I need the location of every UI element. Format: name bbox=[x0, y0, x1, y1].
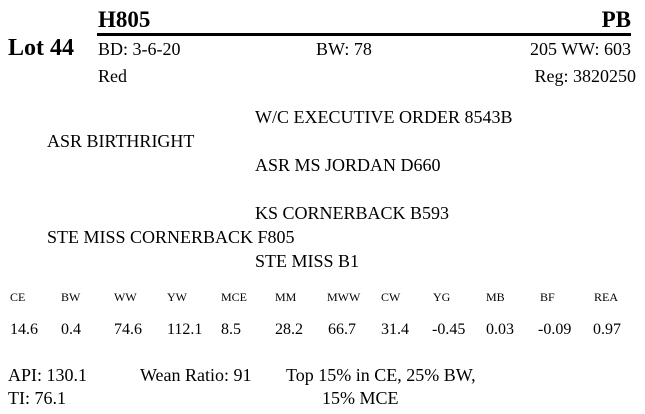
sire: ASR BIRTHRIGHT bbox=[47, 131, 195, 151]
epd-value: 0.4 bbox=[61, 321, 81, 338]
ti-index: TI: 76.1 bbox=[8, 388, 66, 408]
epd-header: YG bbox=[433, 290, 451, 304]
epd-value: 8.5 bbox=[221, 321, 241, 338]
sire-dam: ASR MS JORDAN D660 bbox=[255, 155, 441, 175]
weaning-weight: 205 WW: 603 bbox=[530, 39, 631, 59]
epd-header: MB bbox=[486, 290, 505, 304]
top-percentile-line-2: 15% MCE bbox=[322, 388, 399, 408]
sire-sire: W/C EXECUTIVE ORDER 8543B bbox=[255, 107, 513, 127]
dam: STE MISS CORNERBACK F805 bbox=[47, 227, 295, 247]
epd-header: MM bbox=[275, 290, 297, 304]
epd-value: 0.97 bbox=[593, 321, 621, 338]
epd-value: 112.1 bbox=[167, 321, 203, 338]
epd-value: -0.45 bbox=[432, 321, 466, 338]
epd-value: 0.03 bbox=[486, 321, 514, 338]
epd-value: 66.7 bbox=[328, 321, 356, 338]
epd-value: 14.6 bbox=[10, 321, 38, 338]
wean-ratio: Wean Ratio: 91 bbox=[140, 365, 252, 385]
dam-dam: STE MISS B1 bbox=[255, 251, 360, 271]
epd-header: MCE bbox=[221, 290, 248, 304]
epd-header: MWW bbox=[327, 290, 361, 304]
birth-weight: BW: 78 bbox=[316, 39, 372, 59]
lot-number: Lot 44 bbox=[8, 35, 74, 61]
header-rule bbox=[97, 33, 631, 36]
breed-code: PB bbox=[601, 7, 631, 32]
top-percentile-line-1: Top 15% in CE, 25% BW, bbox=[286, 365, 476, 385]
epd-value: -0.09 bbox=[538, 321, 572, 338]
epd-header: YW bbox=[167, 290, 187, 304]
epd-header: BW bbox=[61, 290, 81, 304]
api-index: API: 130.1 bbox=[8, 365, 88, 385]
animal-color: Red bbox=[98, 66, 127, 86]
epd-header: BF bbox=[540, 290, 555, 304]
epd-header: CW bbox=[381, 290, 401, 304]
birth-date: BD: 3-6-20 bbox=[98, 39, 181, 59]
epd-header: WW bbox=[114, 290, 137, 304]
animal-tag: H805 bbox=[98, 7, 151, 32]
epd-value: 28.2 bbox=[275, 321, 303, 338]
dam-sire: KS CORNERBACK B593 bbox=[255, 203, 450, 223]
epd-header: REA bbox=[594, 290, 618, 304]
epd-header: CE bbox=[10, 290, 26, 304]
epd-value: 74.6 bbox=[114, 321, 142, 338]
epd-value: 31.4 bbox=[381, 321, 409, 338]
registration-number: Reg: 3820250 bbox=[534, 66, 637, 86]
